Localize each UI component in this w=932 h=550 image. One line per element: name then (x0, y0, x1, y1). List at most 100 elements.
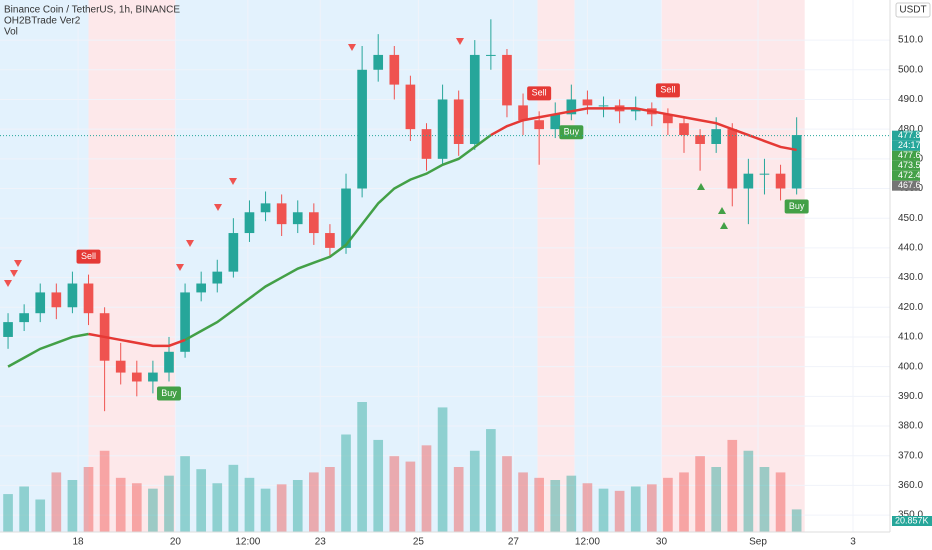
candle-body (759, 173, 770, 175)
candle-body (212, 271, 223, 284)
volume-bar (276, 484, 287, 532)
candle-body (405, 84, 416, 130)
candle-body (727, 129, 738, 189)
y-tick-label: 480.0 (898, 124, 923, 135)
x-tick-label: 12:00 (575, 537, 600, 548)
candle-body (357, 69, 367, 189)
signal-triangles (4, 38, 728, 287)
volume-bar (663, 477, 673, 532)
candle-body (566, 99, 577, 115)
candle-body (534, 120, 544, 130)
y-tick-label: 450.0 (898, 213, 923, 224)
price-tag-label: 472.4 (898, 170, 921, 180)
candle-body (260, 203, 271, 213)
y-tick-label: 440.0 (898, 243, 923, 254)
volume-bar (244, 477, 255, 532)
signal-label (156, 386, 181, 401)
x-tick-label: 3 (850, 537, 856, 548)
volume-bar (646, 484, 657, 532)
y-tick-label: 420.0 (898, 302, 923, 313)
sell-arrow (176, 264, 184, 271)
volume-bar (115, 477, 126, 532)
x-tick-label: 18 (72, 537, 84, 548)
symbol-title: Binance Coin / TetherUS, 1h, BINANCE (4, 5, 180, 16)
sell-arrow (10, 270, 18, 277)
volume-bar (373, 439, 384, 532)
candle-body (550, 114, 561, 130)
volume-bar (598, 488, 609, 532)
signal-label (559, 125, 584, 140)
price-tag (892, 160, 920, 171)
y-tick-label: 430.0 (898, 272, 923, 283)
region (661, 0, 805, 532)
volume-bar (437, 407, 448, 532)
currency-box[interactable] (895, 2, 931, 18)
currency[interactable]: USDT (899, 5, 926, 16)
candle-body (630, 108, 641, 112)
volume-bar (614, 490, 625, 532)
candle-body (711, 129, 722, 144)
y-tick-label: 370.0 (898, 450, 923, 461)
signal-text: Buy (161, 388, 177, 398)
volume-bar (727, 439, 738, 532)
candle-body (325, 233, 335, 248)
candle-body (244, 212, 255, 234)
candle-body (421, 129, 432, 159)
x-tick-label: 30 (656, 537, 668, 548)
candle-body (19, 313, 29, 323)
volume-bar (502, 456, 512, 532)
y-tick-label: 380.0 (898, 421, 923, 432)
countdown: 24:17 (898, 140, 921, 150)
sell-arrow (186, 240, 194, 247)
volume-bar (421, 445, 432, 532)
volume-bar (759, 467, 770, 532)
volume-bar (228, 464, 239, 532)
candle-body (486, 54, 496, 56)
volume-bar (389, 456, 400, 532)
volume-bar (486, 429, 496, 532)
candle-body (453, 99, 464, 144)
y-tick-label: 410.0 (898, 332, 923, 343)
countdown-tag (892, 140, 920, 151)
volume-bar (791, 509, 802, 532)
x-tick-label: 12:00 (235, 537, 260, 548)
volume-bar (582, 483, 593, 532)
volume-bar (518, 472, 528, 532)
sell-arrow (14, 260, 22, 267)
signal-text: Sell (532, 88, 547, 98)
x-tick-label: 27 (508, 537, 520, 548)
signal-label (76, 249, 101, 264)
y-tick-label: 350.0 (898, 510, 923, 521)
candle-body (598, 105, 609, 107)
signal-label (784, 199, 809, 214)
x-tick-label: 23 (315, 537, 327, 548)
y-tick-label: 510.0 (898, 35, 923, 46)
x-tick-label: 20 (170, 537, 182, 548)
sell-arrow (456, 38, 464, 45)
volume-bar (743, 450, 754, 532)
volume-bar (630, 486, 641, 532)
candle-body (502, 54, 512, 106)
candle-body (51, 292, 62, 308)
moving-average (88, 107, 797, 348)
signal-text: Buy (564, 127, 580, 137)
sell-arrow (348, 44, 356, 51)
volume-bar (695, 456, 705, 532)
candle-body (148, 372, 158, 382)
candle-body (164, 351, 174, 373)
volume-bar (180, 456, 190, 532)
signal-text: Sell (81, 251, 96, 261)
candle-body (695, 135, 705, 144)
volume-tag-label: 20.857K (895, 515, 929, 525)
volume-bar (99, 450, 110, 532)
signal-text: Sell (660, 85, 675, 95)
candle-body (35, 292, 46, 314)
volume-bar (51, 472, 62, 532)
volume-bar (534, 477, 544, 532)
signal-label (527, 86, 552, 101)
sell-arrow (214, 204, 222, 211)
candle-body (437, 99, 448, 159)
volume-bar (357, 402, 367, 532)
volume-bar (341, 434, 351, 532)
volume-bar (405, 461, 416, 532)
